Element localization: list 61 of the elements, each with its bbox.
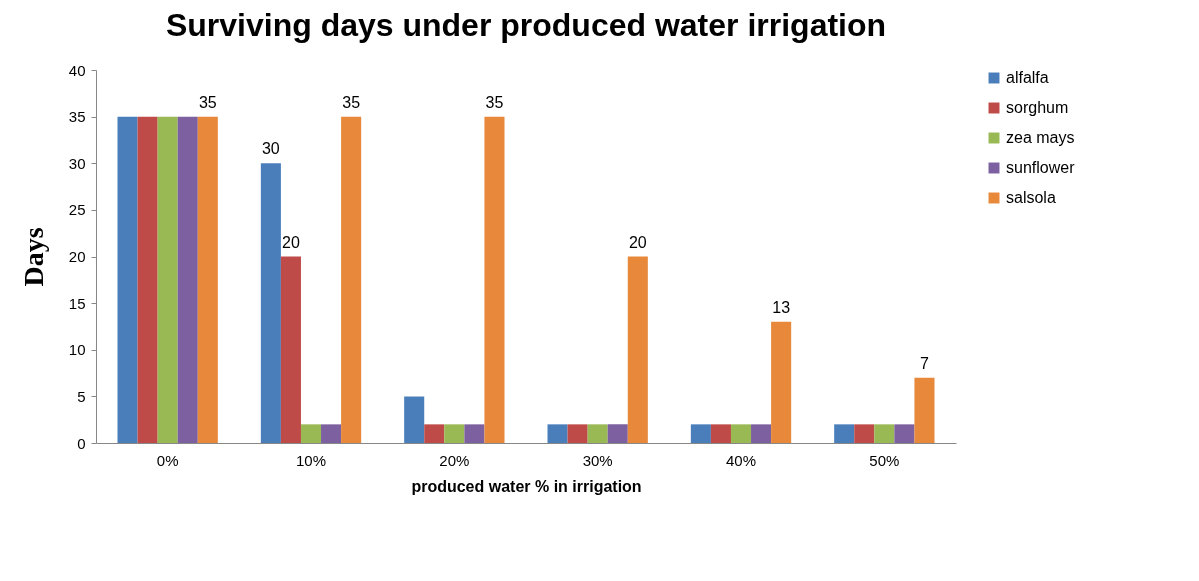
data-label: 30 <box>261 140 280 158</box>
bar <box>751 424 772 443</box>
bar <box>567 424 588 443</box>
bar <box>341 116 362 443</box>
y-tick-label: 15 <box>68 294 86 312</box>
bar <box>260 163 281 443</box>
legend-label: salsola <box>1006 189 1056 206</box>
y-tick-label: 0 <box>77 434 86 452</box>
bar <box>484 116 505 443</box>
bar <box>321 424 342 443</box>
bar <box>771 321 792 443</box>
data-label: 35 <box>198 93 217 111</box>
bar <box>157 116 178 443</box>
data-label: 35 <box>485 93 504 111</box>
bar <box>404 396 425 443</box>
data-label: 7 <box>920 354 930 372</box>
x-axis-title: produced water % in irrigation <box>411 477 642 495</box>
bar <box>197 116 218 443</box>
data-label: 20 <box>628 233 647 251</box>
x-tick-label: 10% <box>295 451 327 469</box>
bar <box>854 424 875 443</box>
bar <box>874 424 895 443</box>
legend-label: sorghum <box>1006 99 1069 116</box>
y-tick-label: 30 <box>68 154 86 172</box>
x-tick-label: 50% <box>869 451 900 469</box>
bar <box>424 424 445 443</box>
bar <box>607 424 628 443</box>
y-axis-title: Days <box>17 227 49 287</box>
bar <box>834 424 855 443</box>
bar <box>547 424 568 443</box>
y-tick-label: 20 <box>68 248 86 265</box>
y-tick-label: 35 <box>68 108 86 126</box>
bar <box>710 424 731 443</box>
x-tick-label: 30% <box>582 451 613 469</box>
data-label: 35 <box>342 93 361 111</box>
bar <box>280 256 301 443</box>
bar <box>894 424 915 443</box>
bar <box>444 424 465 443</box>
bar <box>464 424 485 443</box>
bar <box>117 116 138 443</box>
data-label: 13 <box>772 298 791 316</box>
bar <box>587 424 608 443</box>
y-tick-label: 5 <box>77 387 86 405</box>
y-tick-label: 10 <box>68 341 86 359</box>
y-tick-label: 40 <box>68 61 86 79</box>
bar <box>137 116 158 443</box>
bar <box>730 424 752 443</box>
bar <box>627 256 648 443</box>
legend-label: sunflower <box>1006 159 1076 176</box>
chart-title: Surviving days under produced water irrigation <box>165 7 887 43</box>
legend-label: alfalfa <box>1006 69 1049 86</box>
y-tick-label: 25 <box>68 201 86 219</box>
legend-label: zea mays <box>1006 129 1075 146</box>
bar <box>300 424 322 443</box>
x-tick-label: 20% <box>439 451 470 469</box>
bar <box>914 377 935 443</box>
bar <box>177 116 198 443</box>
bar <box>690 424 711 443</box>
x-tick-label: 0% <box>156 451 179 469</box>
x-tick-label: 40% <box>725 451 757 469</box>
data-label: 20 <box>282 233 300 251</box>
